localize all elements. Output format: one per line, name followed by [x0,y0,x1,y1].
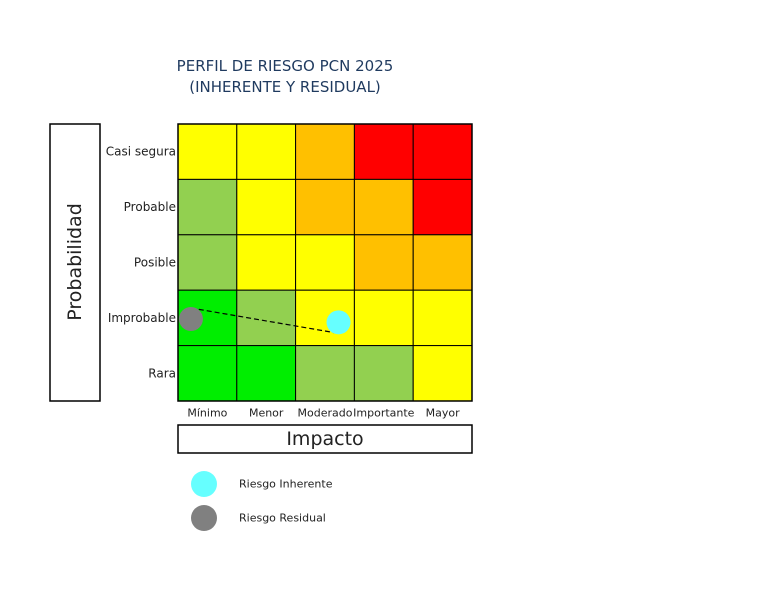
heatmap-cells [177,123,473,402]
chart-title-line1: PERFIL DE RIESGO PCN 2025 [176,57,394,75]
x-tick-label: Moderado [298,407,353,420]
heatmap-cell-3-1 [236,289,297,347]
heatmap-cell-0-3 [353,123,414,180]
heatmap-cell-3-4 [412,289,473,347]
heatmap-cell-1-0 [177,178,238,236]
heatmap-cell-2-4 [412,234,473,291]
heatmap-cell-1-1 [236,178,297,236]
x-tick-label: Menor [249,407,284,420]
risk-point-residual [178,307,203,332]
y-tick-label: Casi segura [106,145,176,159]
heatmap-cell-0-2 [295,123,355,180]
heatmap-cell-2-2 [295,234,355,291]
heatmap-cell-1-3 [353,178,414,236]
heatmap-cell-4-4 [412,345,473,402]
legend-marker [191,471,217,497]
y-tick-label: Rara [148,366,176,380]
legend: Riesgo Inherente Riesgo Residual [191,471,333,531]
heatmap-cell-1-2 [295,178,355,236]
x-tick-labels: Mínimo Menor Moderado Importante Mayor [187,407,460,420]
chart-title: PERFIL DE RIESGO PCN 2025 (INHERENTE Y R… [150,56,420,98]
risk-point-inherente [326,310,351,335]
x-axis-label: Impacto [286,428,363,450]
x-tick-label: Mayor [426,407,460,420]
legend-marker [191,505,217,531]
y-tick-label: Posible [134,256,176,270]
heatmap-cell-2-1 [236,234,297,291]
x-tick-label: Importante [353,407,415,420]
heatmap-cell-0-1 [236,123,297,180]
y-axis-label: Probabilidad [64,203,86,321]
y-axis-label-box [49,123,101,402]
heatmap-cell-4-2 [295,345,355,402]
legend-label: Riesgo Inherente [239,478,333,491]
y-tick-label: Improbable [108,311,176,325]
heatmap-cell-1-4 [412,178,473,236]
heatmap-cell-4-3 [353,345,414,402]
heatmap-cell-4-0 [177,345,238,402]
y-tick-labels: Casi segura Probable Posible Improbable Rara [106,145,176,381]
x-axis-label-box [177,424,473,454]
heatmap-cell-2-3 [353,234,414,291]
heatmap-cell-0-4 [412,123,473,180]
heatmap-cell-2-0 [177,234,238,291]
risk-connector-line [190,307,339,334]
heatmap-cell-3-3 [353,289,414,347]
heatmap-cell-4-1 [236,345,297,402]
heatmap-cell-0-0 [177,123,238,180]
risk-points [178,307,351,335]
x-tick-label: Mínimo [187,407,227,420]
heatmap-border [177,123,473,402]
y-tick-label: Probable [124,200,176,214]
chart-subtitle: (INHERENTE Y RESIDUAL) [189,78,381,96]
legend-label: Riesgo Residual [239,512,326,525]
